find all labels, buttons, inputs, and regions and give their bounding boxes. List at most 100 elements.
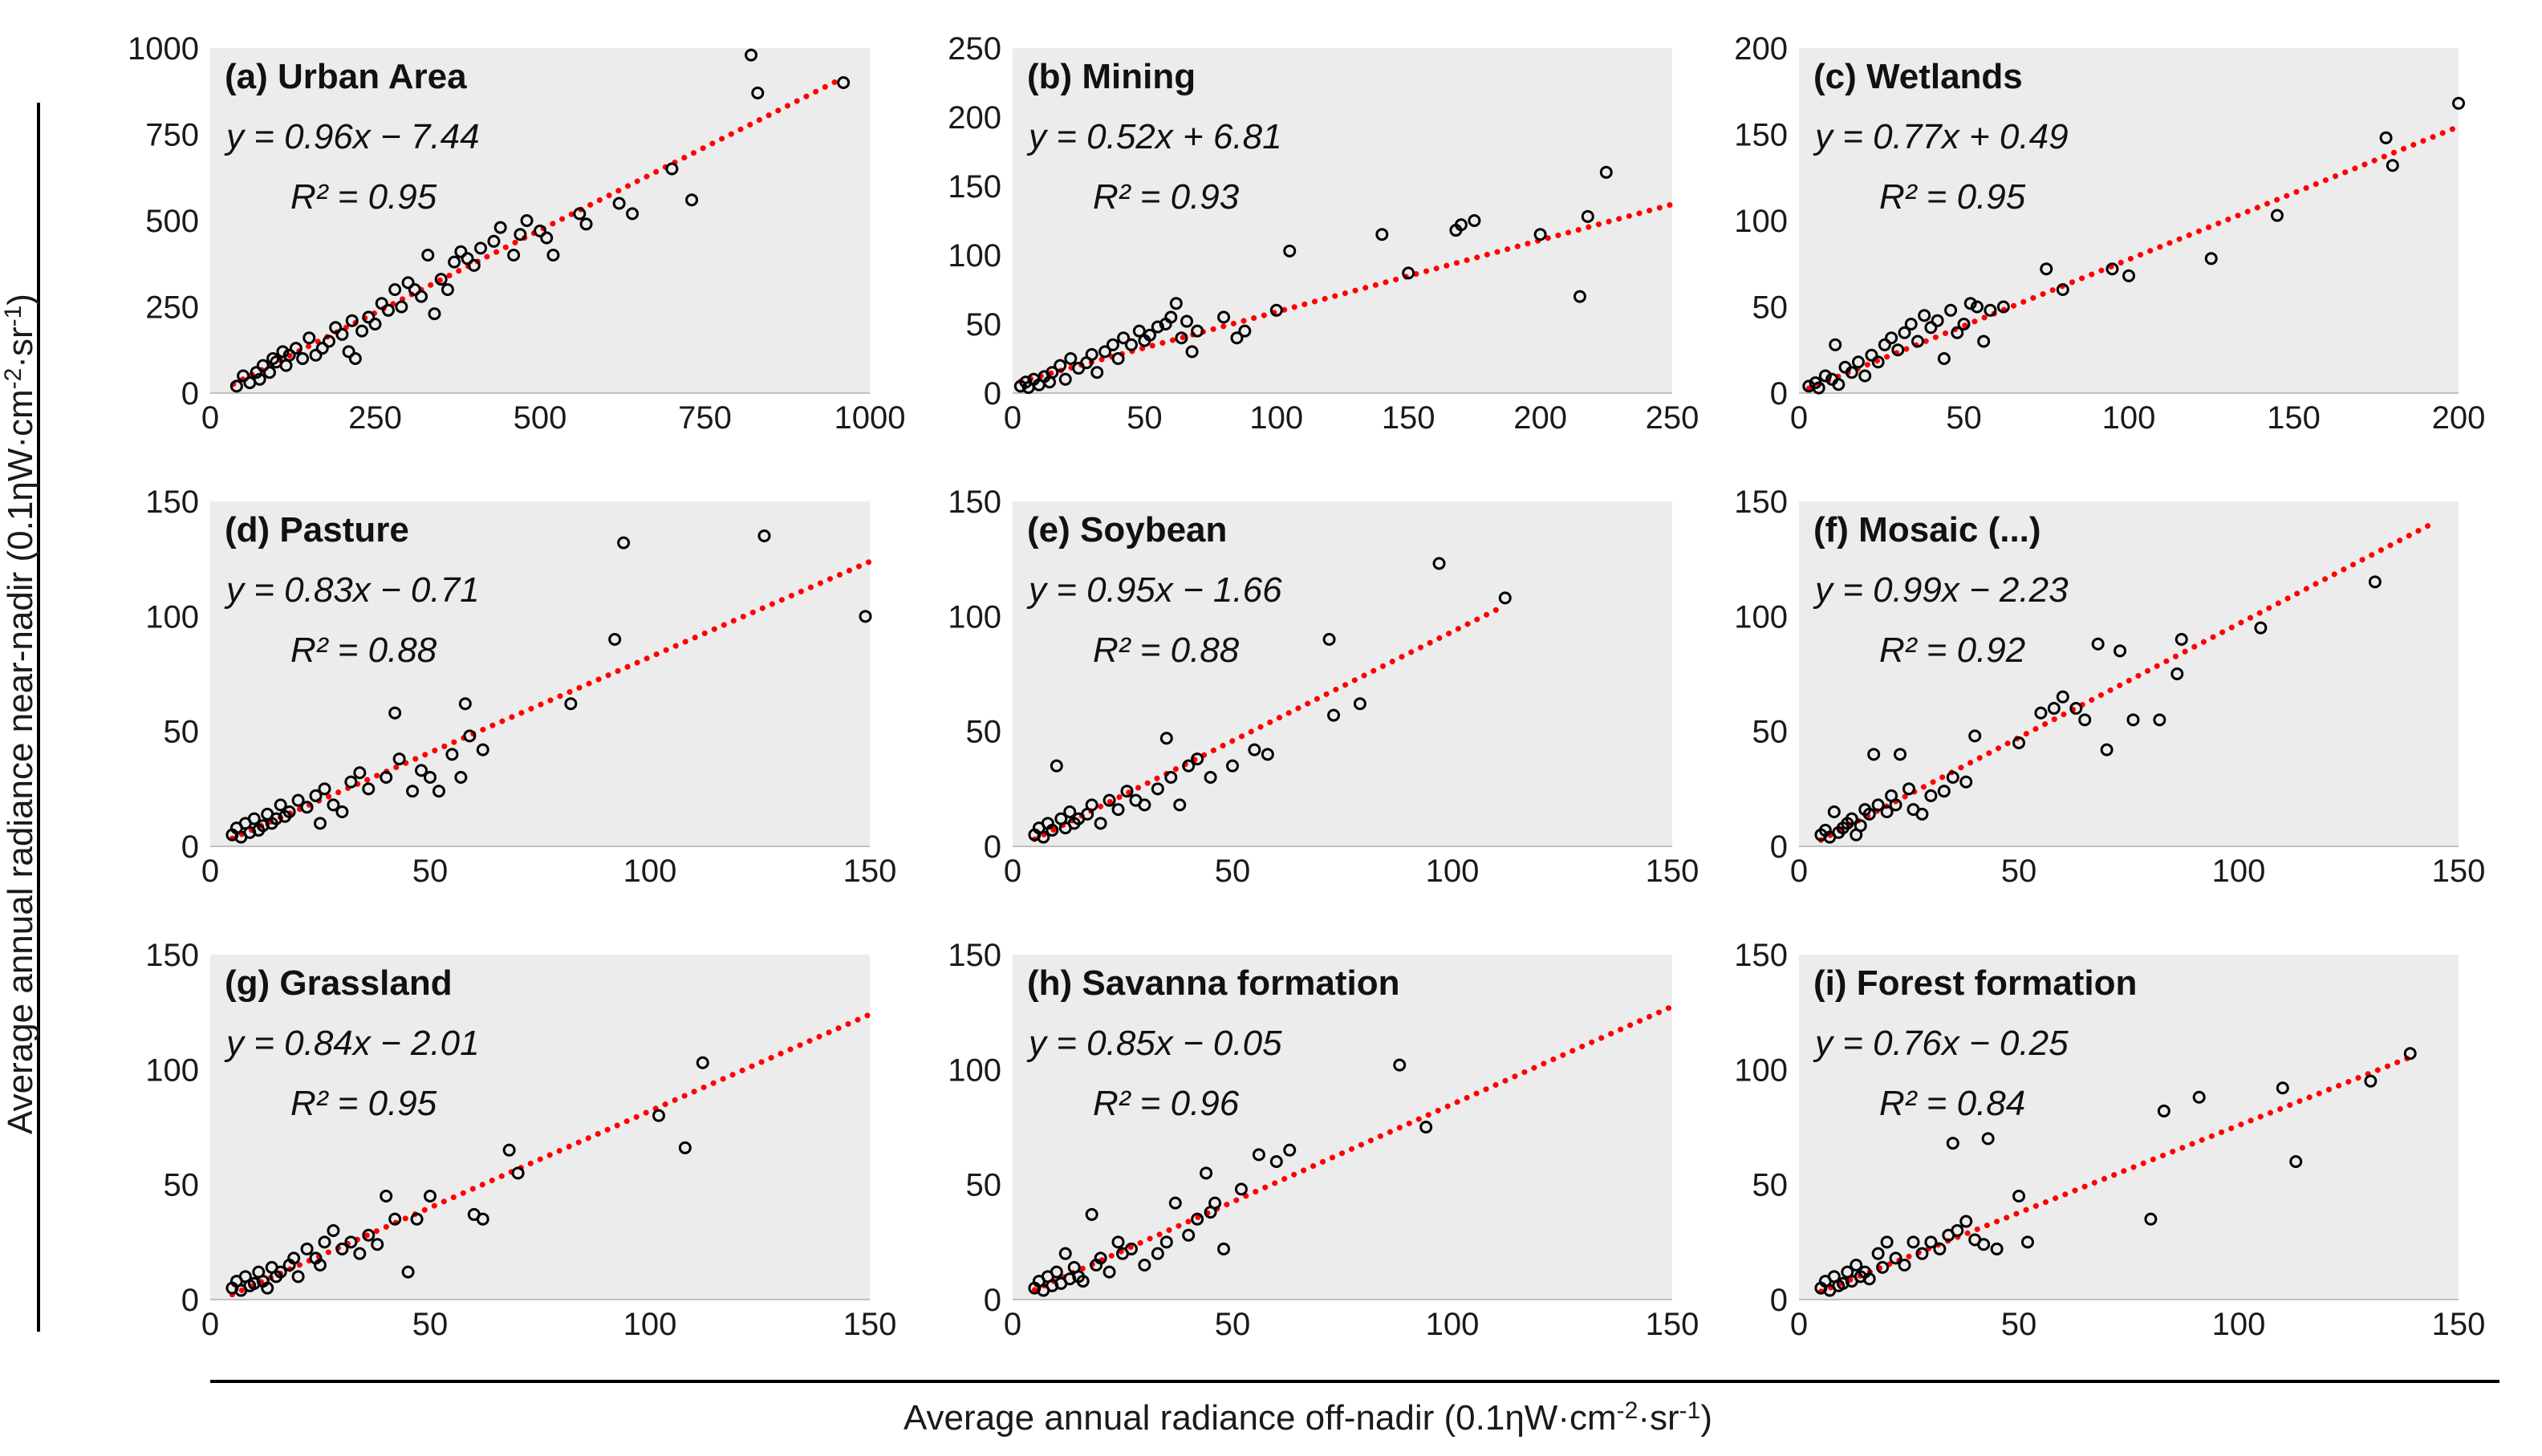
regression-equation-b: y = 0.52x + 6.81 xyxy=(1026,117,1282,156)
y-tick-label-c: 150 xyxy=(1734,118,1788,153)
data-point-f xyxy=(2012,736,2025,749)
data-point-i xyxy=(1850,1259,1863,1271)
x-tick-label-a: 1000 xyxy=(834,400,906,436)
x-tick-label-c: 100 xyxy=(2102,400,2156,436)
y-tick-label-f: 50 xyxy=(1752,715,1789,750)
data-point-b xyxy=(1058,372,1072,386)
y-tick-label-f: 100 xyxy=(1734,599,1788,635)
data-point-c xyxy=(1851,355,1865,369)
data-point-a xyxy=(348,352,362,365)
trendline-h xyxy=(1031,1004,1675,1293)
data-point-f xyxy=(1968,729,1982,743)
data-point-a xyxy=(745,48,758,62)
data-point-a xyxy=(289,342,303,355)
data-point-h xyxy=(1191,1212,1204,1226)
data-point-g xyxy=(300,1242,314,1255)
data-point-a xyxy=(282,348,296,362)
data-point-d xyxy=(392,752,406,766)
trendline-g xyxy=(229,1012,873,1298)
regression-equation-f: y = 0.99x − 2.23 xyxy=(1813,570,2069,610)
panel-d: 0 50 100 150 0 50 100 150 (d) Pasture y = 0.83x −… xyxy=(145,485,896,889)
trendline-d xyxy=(229,558,873,842)
data-point-a xyxy=(441,283,454,296)
data-point-c xyxy=(1924,321,1938,335)
y-tick-label-a: 1000 xyxy=(128,31,199,67)
data-point-b xyxy=(1175,331,1188,345)
r-squared-i: R² = 0.84 xyxy=(1879,1084,2025,1123)
y-tick-label-e: 0 xyxy=(984,829,1001,865)
data-point-a xyxy=(751,86,765,99)
y-tick-label-g: 0 xyxy=(181,1283,199,1318)
panel-h: 0 50 100 150 0 50 100 150 (h) Savanna formation y… xyxy=(948,938,1699,1342)
regression-equation-a: y = 0.96x − 7.44 xyxy=(224,117,480,156)
x-tick-label-b: 0 xyxy=(1004,400,1021,436)
data-point-g xyxy=(476,1212,489,1226)
plot-area-f xyxy=(1799,501,2459,846)
data-point-a xyxy=(612,197,626,210)
data-point-a xyxy=(368,318,382,331)
data-point-c xyxy=(1885,331,1898,345)
r-squared-f: R² = 0.92 xyxy=(1879,631,2025,670)
data-point-c xyxy=(2204,252,2218,266)
data-point-i xyxy=(2192,1090,2206,1104)
data-point-g xyxy=(502,1143,516,1157)
r-squared-d: R² = 0.88 xyxy=(290,631,437,670)
data-point-a xyxy=(296,352,310,365)
data-point-i xyxy=(1951,1224,1964,1237)
data-point-b xyxy=(1230,331,1244,345)
data-point-f xyxy=(2153,713,2166,727)
data-point-f xyxy=(2175,633,2188,646)
data-point-f xyxy=(1889,798,1902,812)
data-point-b xyxy=(1191,324,1204,338)
data-point-g xyxy=(652,1109,665,1122)
regression-equation-i: y = 0.76x − 0.25 xyxy=(1813,1024,2069,1063)
data-point-d xyxy=(463,729,477,743)
data-point-b xyxy=(1054,359,1067,372)
data-point-g xyxy=(327,1224,340,1237)
data-point-f xyxy=(1946,771,1959,784)
x-tick-label-f: 100 xyxy=(2212,854,2266,889)
y-tick-label-c: 50 xyxy=(1752,290,1789,326)
data-point-e xyxy=(1327,708,1341,722)
data-point-c xyxy=(1858,369,1872,383)
data-point-g xyxy=(371,1238,384,1251)
data-point-f xyxy=(2254,621,2268,635)
panel-a: 0 250 500 750 1000 0 250 500 750 1000 (a) Urban Ar… xyxy=(128,31,905,436)
data-point-c xyxy=(1996,300,2010,314)
data-point-c xyxy=(1937,352,1951,365)
trendline-f xyxy=(1817,518,2440,843)
data-point-g xyxy=(314,1259,327,1271)
data-point-c xyxy=(2056,283,2069,296)
r-squared-c: R² = 0.95 xyxy=(1879,177,2026,217)
data-point-d xyxy=(757,529,771,542)
data-point-g xyxy=(261,1281,274,1295)
data-point-h xyxy=(1151,1247,1164,1260)
data-point-a xyxy=(579,217,593,231)
x-tick-label-i: 50 xyxy=(2001,1307,2037,1342)
data-point-g xyxy=(696,1056,709,1069)
data-point-f xyxy=(2034,706,2048,720)
y-tick-label-c: 200 xyxy=(1734,31,1788,67)
data-point-b xyxy=(1106,338,1119,351)
data-point-b xyxy=(1124,338,1138,351)
data-point-f xyxy=(1867,748,1881,761)
data-point-i xyxy=(1990,1242,2004,1255)
data-point-h xyxy=(1168,1196,1182,1210)
y-axis-title-text: Average annual radiance near-nadir (0.1η… xyxy=(1,389,40,1134)
data-point-d xyxy=(318,782,331,796)
data-point-f xyxy=(1827,805,1841,818)
r-squared-g: R² = 0.95 xyxy=(290,1084,437,1123)
data-point-a xyxy=(401,276,415,290)
data-point-a xyxy=(315,342,329,355)
trendline-e xyxy=(1031,602,1509,842)
data-point-e xyxy=(1085,798,1098,812)
panel-b: 0 50 100 150 200 250 0 50 100 150 200 250 (b) Mining… xyxy=(948,31,1699,436)
data-point-e xyxy=(1226,759,1239,773)
x-tick-label-g: 50 xyxy=(412,1307,449,1342)
data-point-a xyxy=(434,273,448,286)
r-squared-b: R² = 0.93 xyxy=(1093,177,1240,217)
r-squared-e: R² = 0.88 xyxy=(1093,631,1240,670)
data-point-d xyxy=(564,697,578,711)
x-tick-label-i: 150 xyxy=(2432,1307,2486,1342)
